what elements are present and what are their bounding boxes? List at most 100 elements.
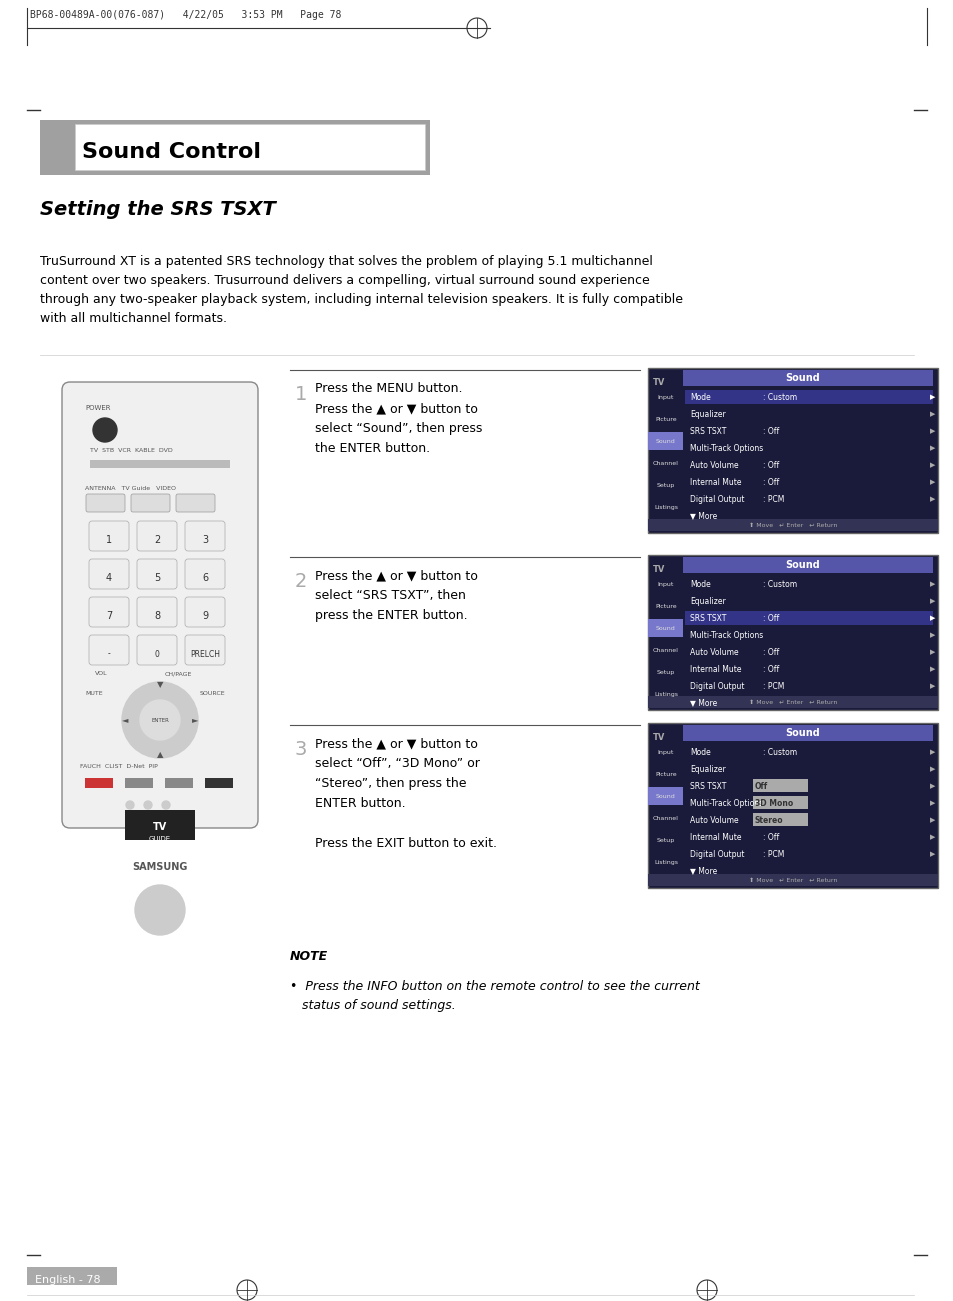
Text: Multi-Track Options: Multi-Track Options [689,799,762,808]
Text: Auto Volume: Auto Volume [689,816,738,825]
FancyBboxPatch shape [89,597,129,627]
Text: ANTENNA   TV Guide   VIDEO: ANTENNA TV Guide VIDEO [85,487,175,490]
Text: : Off: : Off [762,477,779,487]
FancyBboxPatch shape [185,520,225,552]
Text: ▶: ▶ [929,582,934,587]
Text: Sound Control: Sound Control [82,142,261,163]
Circle shape [144,801,152,809]
Bar [752,779,807,792]
FancyBboxPatch shape [175,494,214,513]
Text: •  Press the INFO button on the remote control to see the current
   status of s: • Press the INFO button on the remote co… [290,980,699,1012]
Text: SRS TSXT: SRS TSXT [689,782,725,791]
Text: ▶: ▶ [929,632,934,637]
Text: VOL: VOL [95,671,108,677]
Text: : PCM: : PCM [762,494,783,503]
Text: Picture: Picture [655,416,676,422]
FancyBboxPatch shape [185,635,225,665]
Text: Equalizer: Equalizer [689,410,725,419]
FancyBboxPatch shape [40,120,430,176]
Text: SAMSUNG: SAMSUNG [132,863,188,872]
Text: Listings: Listings [654,692,678,696]
Text: 3: 3 [294,740,307,758]
Text: ▶: ▶ [929,394,934,399]
Text: 1: 1 [106,535,112,545]
Text: ⬆ Move   ↵ Enter   ↩ Return: ⬆ Move ↵ Enter ↩ Return [748,877,837,882]
Text: TV: TV [652,565,664,574]
Text: NOTE: NOTE [290,950,328,963]
Text: ▼ More: ▼ More [689,511,717,520]
Text: Sound: Sound [656,438,675,444]
Bar [647,556,937,710]
Bar [647,519,937,531]
Text: Sound: Sound [785,729,820,738]
Text: Listings: Listings [654,860,678,864]
Text: ▶: ▶ [929,851,934,857]
Text: Press the ▲ or ▼ button to
select “SRS TSXT”, then
press the ENTER button.: Press the ▲ or ▼ button to select “SRS T… [314,569,477,622]
Text: ▶: ▶ [929,428,934,435]
Text: Equalizer: Equalizer [689,765,725,774]
Text: : Off: : Off [762,614,779,622]
Text: ▶: ▶ [929,666,934,673]
Text: MUTE: MUTE [85,691,103,696]
Text: CH/PAGE: CH/PAGE [165,671,193,677]
Text: ▶: ▶ [929,783,934,788]
Text: 6: 6 [202,572,208,583]
Text: Picture: Picture [655,604,676,609]
FancyBboxPatch shape [137,597,177,627]
Bar [752,813,807,826]
Text: Picture: Picture [655,771,676,777]
Text: ▶: ▶ [929,445,934,451]
Text: ►: ► [192,716,198,725]
Text: Equalizer: Equalizer [689,596,725,605]
Text: ENTER: ENTER [151,717,169,722]
Text: : Off: : Off [762,648,779,657]
Text: 2: 2 [294,572,307,591]
Text: Input: Input [658,582,674,587]
Text: Digital Output: Digital Output [689,494,743,503]
Text: Setting the SRS TSXT: Setting the SRS TSXT [40,200,275,219]
FancyBboxPatch shape [62,382,257,827]
Bar [752,796,807,809]
Bar [684,390,932,405]
Text: POWER: POWER [85,405,111,411]
Text: Mode: Mode [689,748,710,756]
Text: BP68-00489A-00(076-087)   4/22/05   3:53 PM   Page 78: BP68-00489A-00(076-087) 4/22/05 3:53 PM … [30,10,341,20]
Text: ◄: ◄ [122,716,128,725]
Text: ▶: ▶ [929,462,934,468]
Text: ▶: ▶ [929,834,934,840]
FancyBboxPatch shape [89,559,129,589]
Text: Listings: Listings [654,505,678,510]
FancyBboxPatch shape [137,635,177,665]
Bar [205,778,233,788]
Text: Channel: Channel [653,461,679,466]
Text: Mode: Mode [689,579,710,588]
Text: ▶: ▶ [929,598,934,604]
Text: Digital Output: Digital Output [689,682,743,691]
Text: 7: 7 [106,611,112,621]
Text: 1: 1 [294,385,307,405]
Text: ⬆ Move   ↵ Enter   ↩ Return: ⬆ Move ↵ Enter ↩ Return [748,700,837,705]
Text: Setup: Setup [657,483,675,488]
Bar [125,778,152,788]
Bar [647,723,937,889]
Text: Channel: Channel [653,648,679,653]
Text: ▶: ▶ [929,479,934,485]
Circle shape [92,418,117,442]
Bar [647,432,682,450]
Text: ▶: ▶ [929,800,934,807]
Text: : Off: : Off [762,665,779,674]
Text: Internal Mute: Internal Mute [689,477,740,487]
Bar [684,611,932,624]
Bar [90,461,230,468]
Bar [647,874,937,886]
Bar [125,811,194,840]
Text: TV: TV [652,732,664,742]
Text: SRS TSXT: SRS TSXT [689,427,725,436]
Text: ▶: ▶ [929,615,934,621]
Text: 8: 8 [153,611,160,621]
Bar [85,778,112,788]
Text: PRELCH: PRELCH [190,649,220,658]
Text: ⬆ Move   ↵ Enter   ↩ Return: ⬆ Move ↵ Enter ↩ Return [748,523,837,527]
FancyBboxPatch shape [75,124,424,170]
Text: SOURCE: SOURCE [200,691,226,696]
